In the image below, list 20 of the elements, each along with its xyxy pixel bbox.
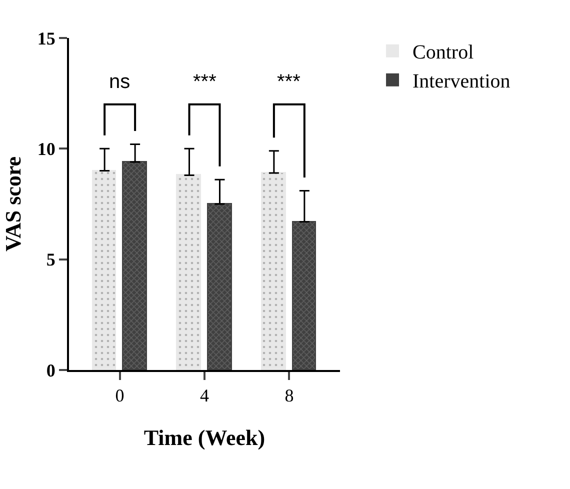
bar — [292, 221, 316, 370]
bar — [122, 161, 147, 370]
annotation: ns — [109, 71, 130, 93]
x-tick-label: 8 — [284, 386, 294, 406]
x-tick-label: 4 — [200, 386, 209, 406]
y-tick-label: 5 — [46, 250, 56, 270]
y-tick-label: 0 — [46, 360, 56, 380]
annotation: *** — [193, 71, 217, 93]
annotation: *** — [277, 71, 301, 93]
text: Intervention — [412, 70, 510, 93]
y-axis-title: VAS score — [0, 156, 26, 252]
bar — [207, 203, 232, 370]
y-tick-label: 15 — [37, 28, 56, 48]
bar — [176, 174, 201, 370]
bar — [261, 172, 286, 370]
bar — [92, 170, 116, 370]
x-axis-title: Time (Week) — [144, 425, 266, 450]
text: Control — [412, 42, 474, 64]
x-tick-label: 0 — [115, 386, 124, 406]
y-tick-label: 10 — [37, 138, 56, 159]
